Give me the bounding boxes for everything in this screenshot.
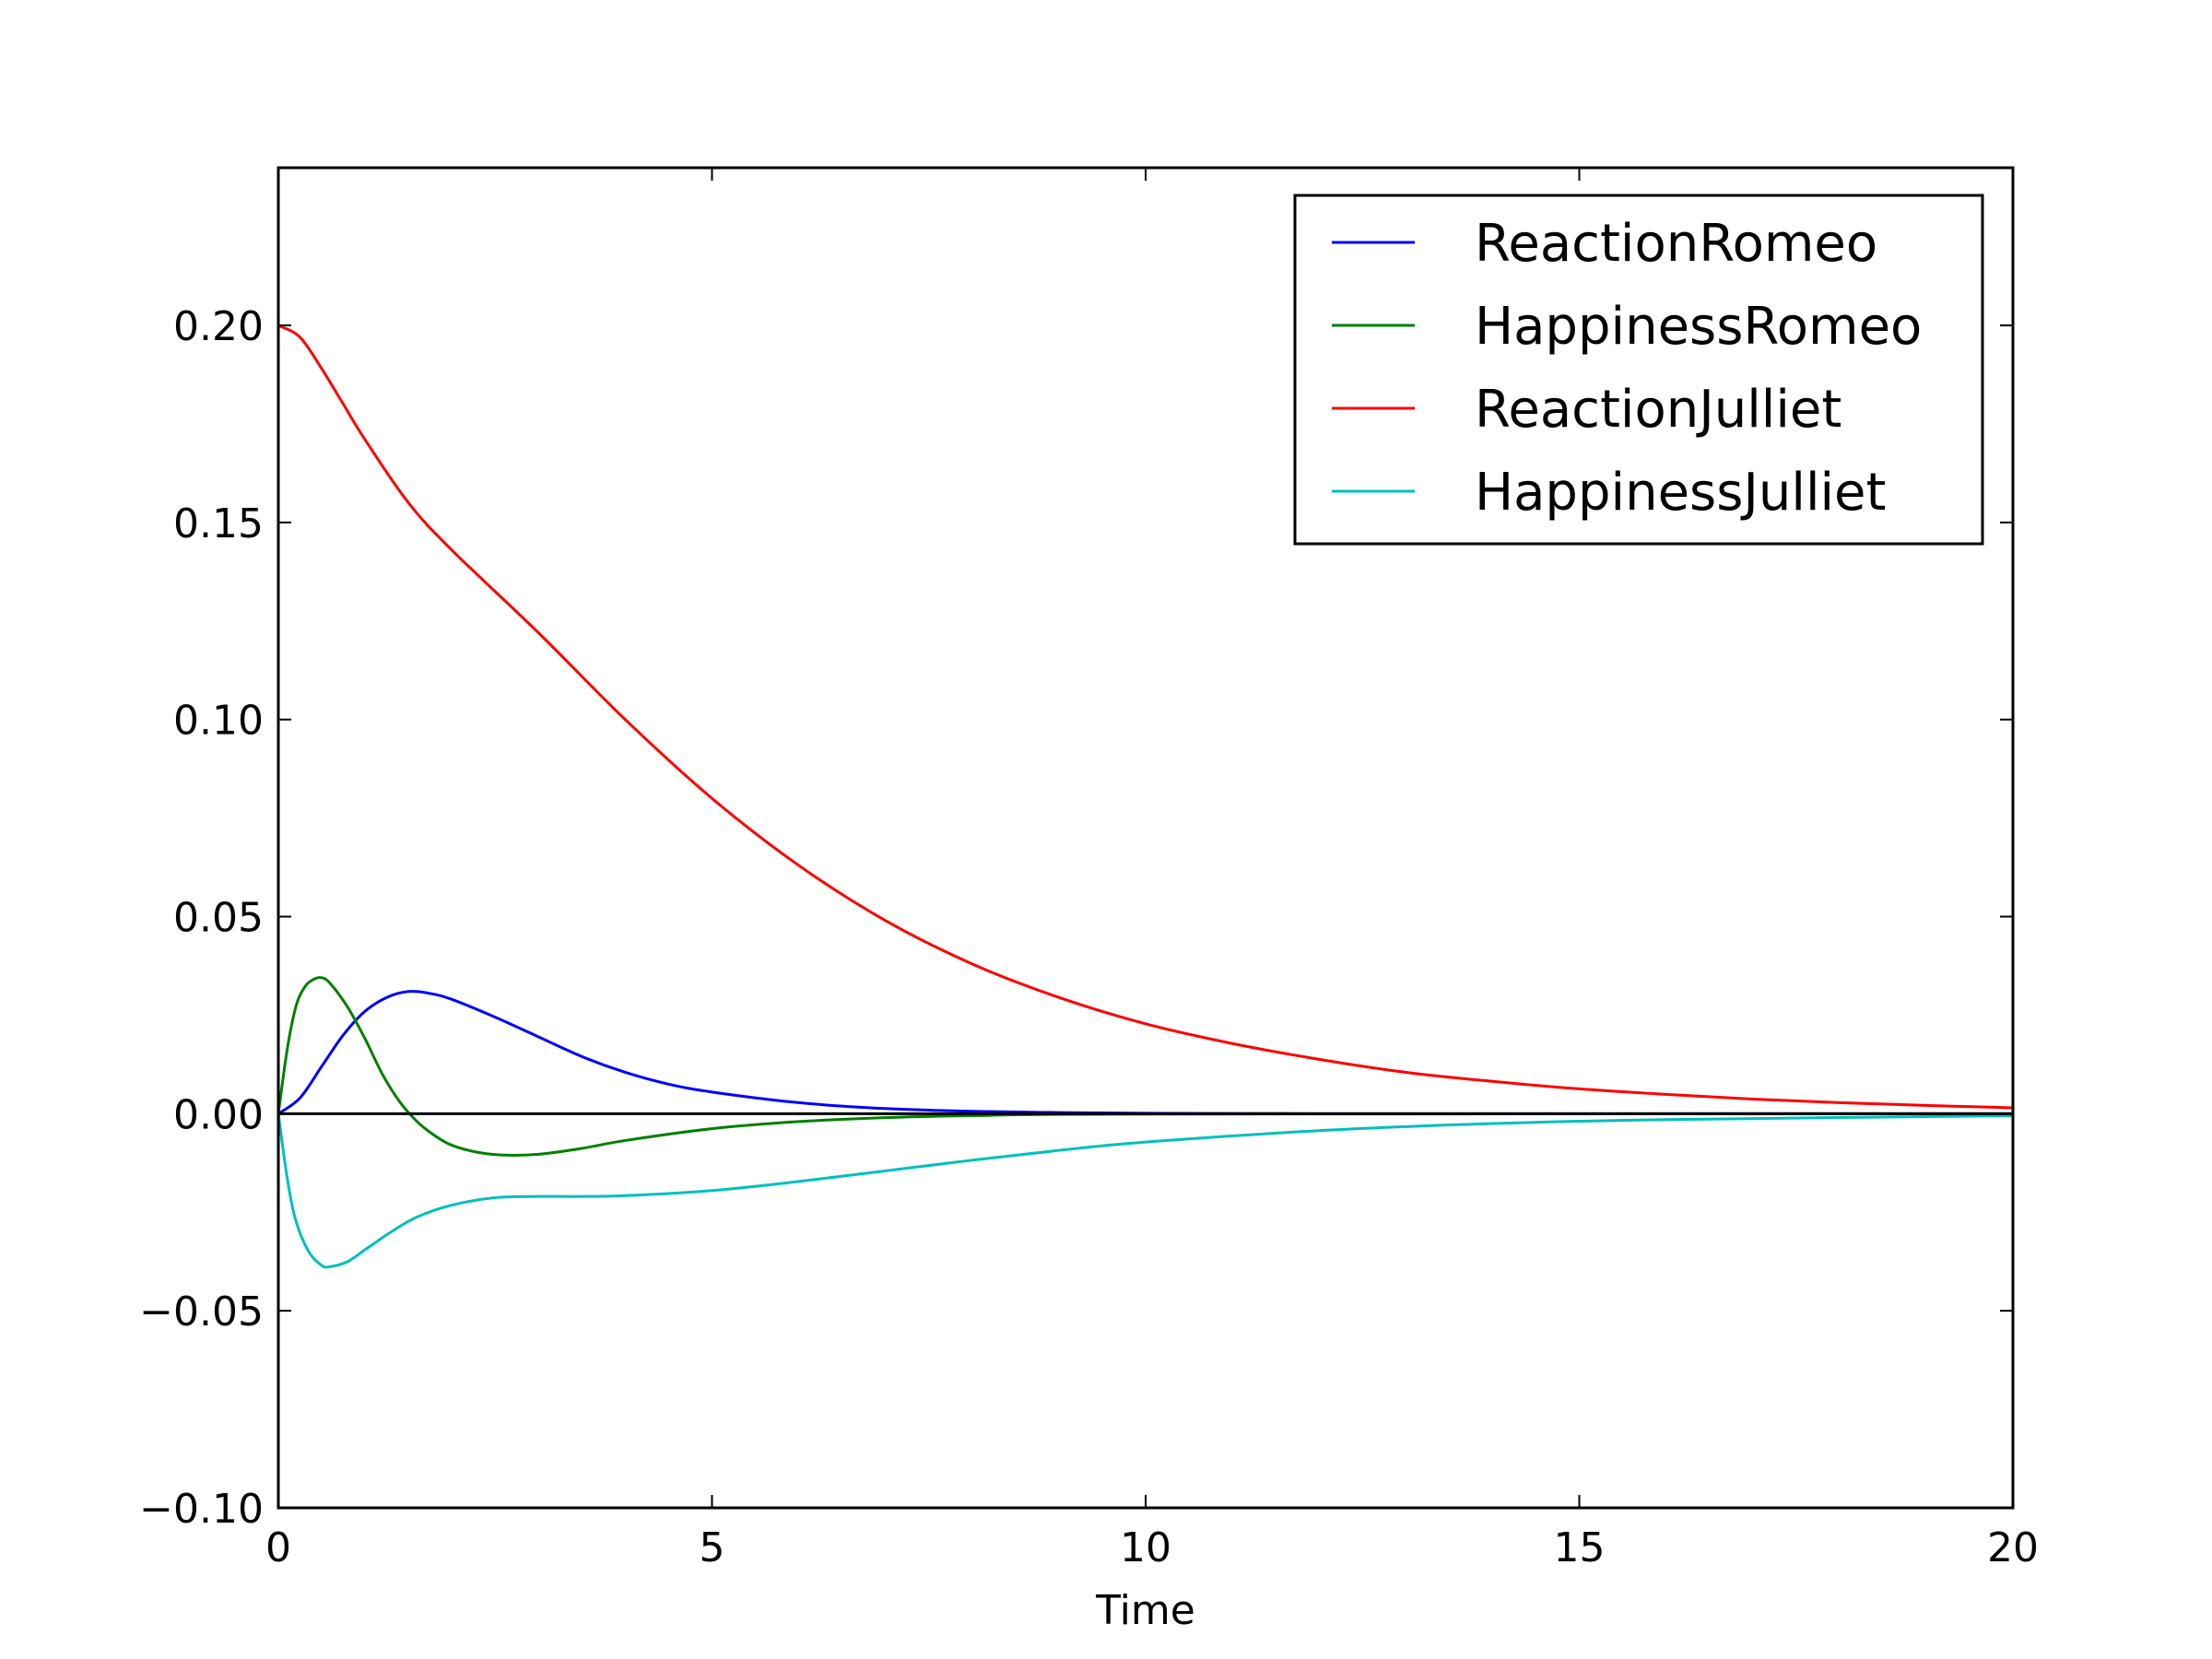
legend: ReactionRomeo HappinessRomeo ReactionJulli… (1293, 194, 1984, 546)
series-line-ReactionJulliet (278, 324, 2013, 1110)
series-line-HappinessJulliet (278, 1113, 2013, 1269)
y-tick-label: 0.00 (173, 1091, 264, 1138)
series-line-HappinessRomeo (278, 976, 2013, 1157)
y-tick-label: 0.10 (173, 698, 264, 745)
y-tick-label: −0.05 (139, 1288, 264, 1335)
y-tick-label: 0.05 (173, 895, 264, 942)
legend-label-ReactionJulliet: ReactionJulliet (1475, 380, 1841, 440)
x-tick-label: 10 (1120, 1524, 1171, 1571)
series-line-ReactionRomeo (278, 990, 2013, 1115)
axis-ticks-group: 0 5 10 15 20 −0.10 −0.05 0.00 0.05 0.10 0.15 0.20 (139, 168, 2039, 1571)
legend-label-HappinessRomeo: HappinessRomeo (1475, 297, 1922, 357)
y-tick-label: 0.15 (173, 500, 264, 547)
legend-label-ReactionRomeo: ReactionRomeo (1475, 214, 1877, 274)
y-tick-label: −0.10 (139, 1486, 264, 1533)
y-tick-label: 0.20 (173, 303, 264, 350)
x-tick-label: 15 (1554, 1524, 1606, 1571)
x-tick-label: 0 (265, 1524, 291, 1571)
legend-box (1293, 194, 1984, 546)
x-axis-label: Time (1095, 1587, 1195, 1634)
x-tick-label: 5 (700, 1524, 725, 1571)
x-tick-label: 20 (1987, 1524, 2039, 1571)
legend-label-HappinessJulliet: HappinessJulliet (1475, 463, 1886, 523)
